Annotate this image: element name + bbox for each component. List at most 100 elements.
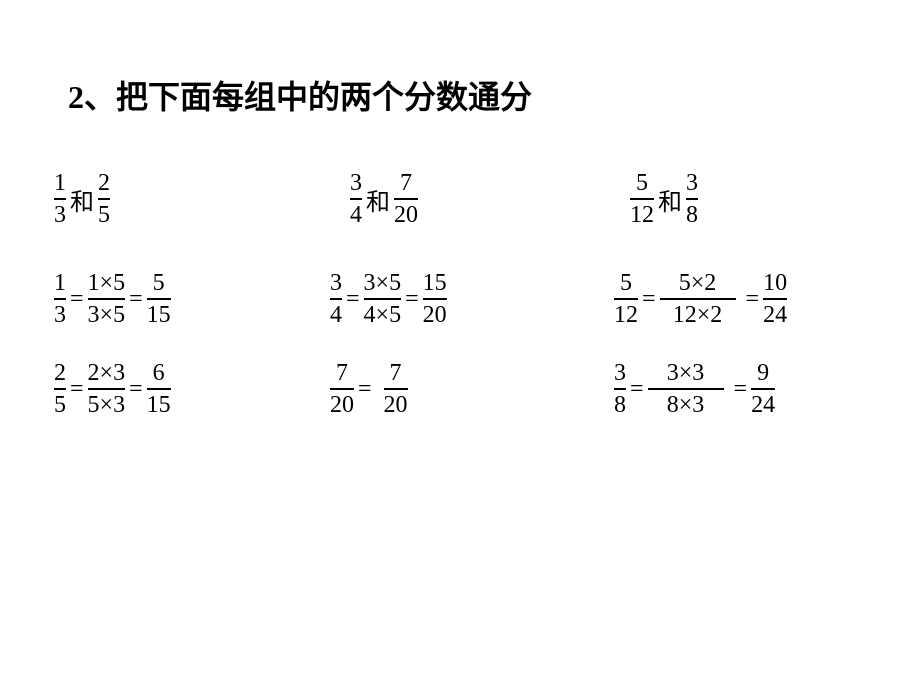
denominator: 12×2 bbox=[660, 302, 736, 328]
fraction-bar bbox=[660, 298, 736, 300]
denominator: 20 bbox=[394, 202, 418, 228]
denominator: 5 bbox=[98, 202, 110, 228]
col3-pair: 5 12 和 3 8 bbox=[630, 170, 698, 229]
denominator: 8 bbox=[686, 202, 698, 228]
col1-line1: 1 3 = 1×5 3×5 = 5 15 bbox=[54, 270, 171, 329]
fraction: 15 20 bbox=[423, 270, 447, 329]
fraction: 5 12 bbox=[614, 270, 638, 329]
col1-line2: 2 5 = 2×3 5×3 = 6 15 bbox=[54, 360, 171, 419]
equals-sign: = bbox=[346, 286, 360, 313]
fraction-bar bbox=[98, 198, 110, 200]
numerator: 9 bbox=[751, 360, 775, 386]
denominator: 4×5 bbox=[364, 302, 402, 328]
denominator: 12 bbox=[630, 202, 654, 228]
fraction-bar bbox=[384, 388, 408, 390]
numerator: 3 bbox=[614, 360, 626, 386]
equals-sign: = bbox=[129, 286, 143, 313]
conjunction: 和 bbox=[366, 182, 390, 217]
equals-sign: = bbox=[746, 286, 760, 313]
fraction-bar bbox=[88, 388, 126, 390]
denominator: 3 bbox=[54, 202, 66, 228]
denominator: 24 bbox=[751, 392, 775, 418]
fraction: 3 4 bbox=[350, 170, 362, 229]
equals-sign: = bbox=[70, 286, 84, 313]
numerator: 6 bbox=[147, 360, 171, 386]
fraction-bar bbox=[350, 198, 362, 200]
numerator: 3×5 bbox=[364, 270, 402, 296]
question-title: 2、把下面每组中的两个分数通分 bbox=[68, 72, 532, 118]
denominator: 15 bbox=[147, 392, 171, 418]
denominator: 15 bbox=[147, 302, 171, 328]
col2-line2: 7 20 = 7 20 bbox=[330, 360, 408, 419]
numerator: 3 bbox=[350, 170, 362, 196]
denominator: 5 bbox=[54, 392, 66, 418]
numerator: 5 bbox=[614, 270, 638, 296]
fraction-bar bbox=[751, 388, 775, 390]
fraction-bar bbox=[54, 388, 66, 390]
numerator: 15 bbox=[423, 270, 447, 296]
fraction: 5 12 bbox=[630, 170, 654, 229]
fraction: 1 3 bbox=[54, 170, 66, 229]
numerator: 7 bbox=[384, 360, 408, 386]
numerator: 2×3 bbox=[88, 360, 126, 386]
equals-sign: = bbox=[630, 376, 644, 403]
fraction-bar bbox=[614, 388, 626, 390]
fraction: 2×3 5×3 bbox=[88, 360, 126, 419]
col2-pair: 3 4 和 7 20 bbox=[350, 170, 418, 229]
equals-sign: = bbox=[70, 376, 84, 403]
fraction: 10 24 bbox=[763, 270, 787, 329]
fraction: 3 4 bbox=[330, 270, 342, 329]
fraction-bar bbox=[54, 298, 66, 300]
equals-sign: = bbox=[405, 286, 419, 313]
numerator: 3 bbox=[686, 170, 698, 196]
fraction: 3 8 bbox=[614, 360, 626, 419]
col3-line1: 5 12 = 5×2 12×2 = 10 24 bbox=[614, 270, 787, 329]
denominator: 3 bbox=[54, 302, 66, 328]
numerator: 2 bbox=[98, 170, 110, 196]
fraction: 9 24 bbox=[751, 360, 775, 419]
numerator: 7 bbox=[394, 170, 418, 196]
denominator: 3×5 bbox=[88, 302, 126, 328]
fraction-bar bbox=[686, 198, 698, 200]
denominator: 24 bbox=[763, 302, 787, 328]
denominator: 4 bbox=[330, 302, 342, 328]
fraction-bar bbox=[330, 388, 354, 390]
fraction-bar bbox=[763, 298, 787, 300]
equals-sign: = bbox=[642, 286, 656, 313]
fraction: 6 15 bbox=[147, 360, 171, 419]
fraction: 7 20 bbox=[330, 360, 354, 419]
numerator: 7 bbox=[330, 360, 354, 386]
conjunction: 和 bbox=[70, 182, 94, 217]
numerator: 1 bbox=[54, 170, 66, 196]
fraction-bar bbox=[54, 198, 66, 200]
equals-sign: = bbox=[734, 376, 748, 403]
fraction: 3×5 4×5 bbox=[364, 270, 402, 329]
numerator: 5 bbox=[147, 270, 171, 296]
equals-sign: = bbox=[358, 376, 372, 403]
numerator: 5×2 bbox=[660, 270, 736, 296]
numerator: 10 bbox=[763, 270, 787, 296]
numerator: 1×5 bbox=[88, 270, 126, 296]
denominator: 8×3 bbox=[648, 392, 724, 418]
col3-line2: 3 8 = 3×3 8×3 = 9 24 bbox=[614, 360, 775, 419]
fraction: 2 5 bbox=[98, 170, 110, 229]
numerator: 2 bbox=[54, 360, 66, 386]
fraction-bar bbox=[648, 388, 724, 390]
fraction: 2 5 bbox=[54, 360, 66, 419]
fraction: 3 8 bbox=[686, 170, 698, 229]
fraction: 1 3 bbox=[54, 270, 66, 329]
fraction-bar bbox=[614, 298, 638, 300]
fraction-bar bbox=[330, 298, 342, 300]
denominator: 5×3 bbox=[88, 392, 126, 418]
denominator: 20 bbox=[384, 392, 408, 418]
fraction: 7 20 bbox=[394, 170, 418, 229]
fraction-bar bbox=[364, 298, 402, 300]
denominator: 12 bbox=[614, 302, 638, 328]
fraction: 5 15 bbox=[147, 270, 171, 329]
equals-sign: = bbox=[129, 376, 143, 403]
fraction: 5×2 12×2 bbox=[660, 270, 736, 329]
fraction-bar bbox=[423, 298, 447, 300]
col2-line1: 3 4 = 3×5 4×5 = 15 20 bbox=[330, 270, 447, 329]
fraction-bar bbox=[88, 298, 126, 300]
fraction: 3×3 8×3 bbox=[648, 360, 724, 419]
